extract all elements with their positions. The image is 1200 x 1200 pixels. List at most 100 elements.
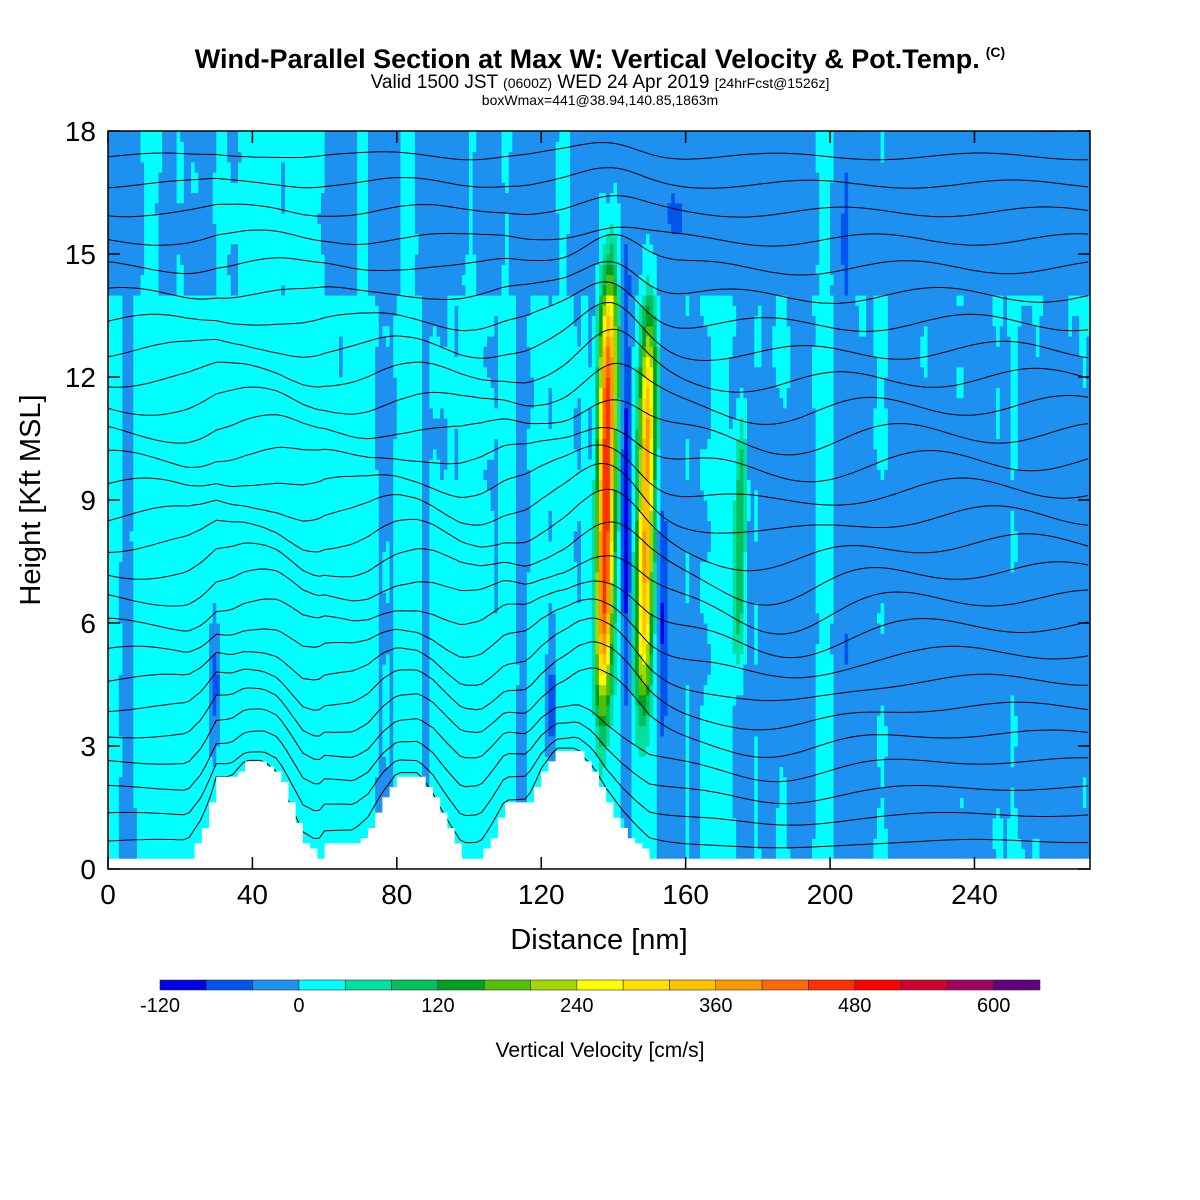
velocity-cell bbox=[494, 438, 499, 614]
velocity-cell bbox=[494, 407, 499, 440]
velocity-cell bbox=[588, 366, 593, 409]
forecast-info: [24hrFcst@1526z] bbox=[714, 75, 830, 91]
velocity-cell bbox=[660, 643, 665, 737]
velocity-cell bbox=[602, 305, 607, 317]
velocity-cell bbox=[548, 428, 553, 511]
velocity-cell bbox=[642, 756, 647, 869]
velocity-cell bbox=[440, 346, 445, 409]
velocity-cell bbox=[667, 131, 672, 204]
velocity-cell bbox=[732, 817, 737, 869]
velocity-cell bbox=[552, 612, 557, 675]
velocity-cell bbox=[1039, 295, 1044, 317]
velocity-cell bbox=[747, 131, 752, 481]
velocity-cell bbox=[1010, 510, 1015, 573]
velocity-cell bbox=[685, 315, 690, 440]
velocity-cell bbox=[707, 336, 712, 440]
velocity-cell bbox=[779, 295, 784, 399]
velocity-cell bbox=[1082, 387, 1087, 778]
velocity-cell bbox=[454, 295, 459, 306]
velocity-cell bbox=[346, 131, 351, 296]
velocity-cell bbox=[505, 131, 510, 194]
velocity-cell bbox=[992, 131, 997, 296]
colorbar-swatch bbox=[993, 979, 1041, 991]
velocity-cell bbox=[783, 776, 788, 869]
velocity-cell bbox=[653, 561, 658, 634]
velocity-cell bbox=[609, 664, 615, 696]
theta-contour bbox=[108, 617, 1089, 702]
velocity-cell bbox=[609, 428, 615, 491]
velocity-cell bbox=[382, 336, 387, 552]
velocity-cell bbox=[873, 295, 878, 358]
velocity-cell bbox=[234, 295, 239, 869]
velocity-cell bbox=[880, 602, 885, 634]
velocity-cell bbox=[642, 305, 647, 327]
velocity-cell bbox=[176, 202, 181, 255]
theta-contour bbox=[108, 462, 1089, 534]
velocity-cell bbox=[526, 469, 532, 573]
velocity-cell bbox=[577, 397, 582, 470]
velocity-cell bbox=[822, 131, 828, 869]
x-tick-label: 0 bbox=[100, 879, 116, 910]
velocity-cell bbox=[642, 715, 647, 727]
velocity-cell bbox=[613, 264, 618, 286]
velocity-cell bbox=[180, 264, 185, 869]
velocity-cell bbox=[429, 336, 434, 409]
velocity-cell bbox=[873, 448, 878, 839]
velocity-cell bbox=[960, 397, 965, 798]
velocity-cell bbox=[855, 295, 860, 306]
velocity-cell bbox=[606, 664, 611, 675]
velocity-cell bbox=[815, 131, 820, 173]
velocity-cell bbox=[873, 838, 878, 869]
velocity-cell bbox=[638, 448, 643, 511]
velocity-cell bbox=[627, 274, 633, 296]
velocity-cell bbox=[674, 202, 680, 235]
velocity-cell bbox=[606, 264, 611, 276]
velocity-cell bbox=[382, 592, 387, 665]
velocity-cell bbox=[996, 346, 1001, 388]
valid-date: WED 24 Apr 2019 bbox=[557, 72, 710, 93]
velocity-cell bbox=[191, 295, 196, 869]
velocity-cell bbox=[443, 131, 448, 347]
velocity-cell bbox=[599, 264, 604, 296]
velocity-cell bbox=[393, 377, 398, 440]
velocity-cell bbox=[476, 131, 481, 296]
velocity-cell bbox=[400, 131, 405, 869]
velocity-cell bbox=[653, 254, 658, 296]
velocity-cell bbox=[1071, 131, 1077, 296]
velocity-cell bbox=[747, 479, 752, 522]
velocity-cell bbox=[902, 131, 907, 869]
velocity-cell bbox=[613, 551, 618, 624]
velocity-cell bbox=[707, 520, 712, 552]
velocity-cell bbox=[609, 315, 615, 337]
velocity-cell bbox=[638, 725, 643, 757]
velocity-cell bbox=[198, 131, 203, 296]
velocity-cell bbox=[367, 131, 373, 296]
velocity-cell bbox=[941, 131, 947, 869]
velocity-cell bbox=[880, 131, 885, 163]
velocity-cell bbox=[1079, 131, 1084, 296]
velocity-cell bbox=[447, 131, 452, 296]
velocity-cell bbox=[815, 274, 820, 296]
velocity-cell bbox=[385, 602, 391, 655]
velocity-cell bbox=[685, 131, 690, 296]
velocity-cell bbox=[783, 295, 788, 409]
velocity-cell bbox=[407, 131, 412, 869]
velocity-cell bbox=[555, 131, 560, 142]
velocity-cell bbox=[833, 131, 838, 869]
velocity-cell bbox=[1006, 131, 1012, 296]
velocity-cell bbox=[638, 653, 643, 675]
velocity-cell bbox=[396, 131, 402, 296]
velocity-cell bbox=[165, 295, 170, 869]
velocity-cell bbox=[653, 479, 658, 563]
velocity-cell bbox=[349, 295, 355, 869]
velocity-cell bbox=[876, 715, 882, 768]
velocity-cell bbox=[656, 530, 661, 869]
x-tick-label: 200 bbox=[807, 879, 854, 910]
velocity-cell bbox=[230, 295, 235, 869]
velocity-cell bbox=[382, 664, 387, 757]
theta-contour bbox=[108, 141, 1089, 161]
velocity-cell bbox=[635, 520, 640, 675]
velocity-cell bbox=[194, 131, 199, 173]
velocity-cell bbox=[793, 131, 799, 869]
velocity-cell bbox=[642, 397, 647, 440]
